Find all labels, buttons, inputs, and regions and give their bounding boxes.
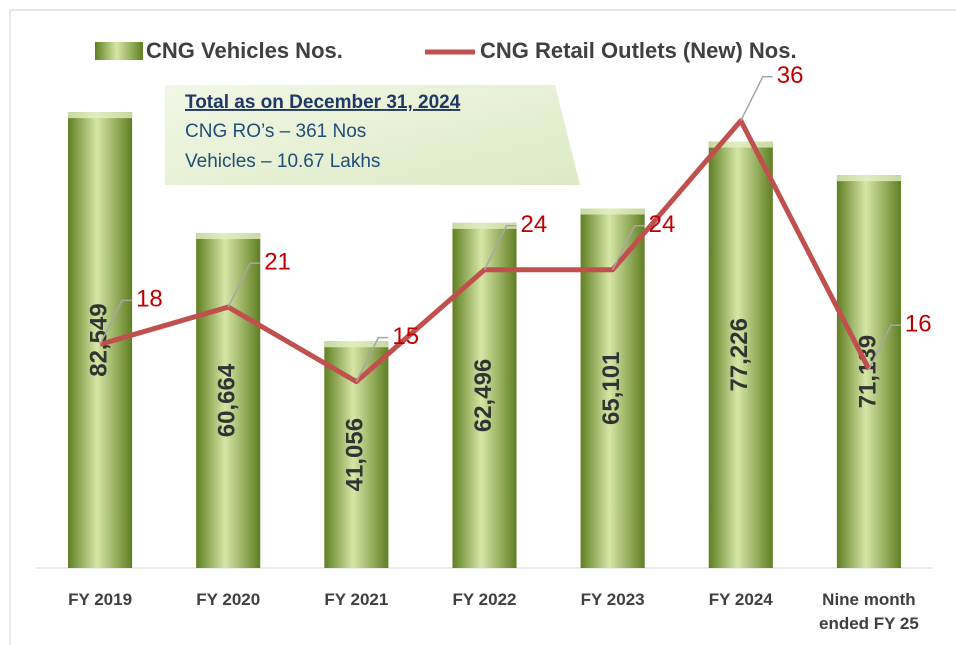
- data-label: 65,101: [598, 352, 625, 425]
- data-label: 77,226: [726, 318, 753, 391]
- x-tick-label: FY 2021: [324, 590, 389, 609]
- bar: [452, 222, 517, 569]
- leader-line: [99, 299, 133, 345]
- bar-cap: [68, 112, 133, 119]
- data-label: 24: [649, 211, 676, 238]
- bar: [836, 175, 901, 568]
- data-label: 21: [264, 248, 291, 275]
- leader-line: [483, 225, 517, 271]
- bar-cap: [324, 341, 389, 348]
- annotation-line: CNG RO’s – 361 Nos: [185, 121, 366, 142]
- data-label: 16: [905, 311, 932, 338]
- bar-cap: [708, 141, 773, 148]
- legend-label: CNG Vehicles Nos.: [146, 38, 343, 63]
- data-label: 24: [521, 211, 548, 238]
- leader-line: [611, 225, 645, 271]
- legend-swatch: [95, 42, 143, 60]
- data-label: 18: [136, 286, 163, 313]
- leader-line: [868, 324, 901, 370]
- annotation-line: Vehicles – 10.67 Lakhs: [185, 151, 380, 172]
- leader-line: [740, 75, 773, 122]
- data-label: 15: [392, 323, 419, 350]
- annotation-box: [165, 85, 580, 185]
- x-tick-label: FY 2024: [708, 590, 773, 609]
- x-tick-label: FY 2019: [68, 590, 133, 609]
- data-label: 62,496: [470, 359, 497, 432]
- bar-cap: [836, 175, 901, 182]
- chart-border: [9, 9, 956, 645]
- data-label: 60,664: [214, 363, 241, 437]
- x-tick-label: FY 2020: [196, 590, 261, 609]
- leader-line: [355, 336, 389, 382]
- bar-cap: [452, 222, 517, 229]
- annotation-title: Total as on December 31, 2024: [185, 92, 461, 113]
- bar-cap: [580, 208, 645, 215]
- legend-label: CNG Retail Outlets (New) Nos.: [480, 38, 797, 63]
- x-tick-label: Nine month ended FY 25: [819, 590, 919, 633]
- leader-line: [227, 262, 261, 308]
- bar: [196, 232, 261, 568]
- x-tick-label: FY 2023: [580, 590, 645, 609]
- bar-cap: [196, 232, 261, 239]
- data-label: 36: [777, 62, 804, 89]
- data-label: 41,056: [342, 418, 369, 491]
- x-tick-label: FY 2022: [452, 590, 517, 609]
- bar: [708, 141, 773, 568]
